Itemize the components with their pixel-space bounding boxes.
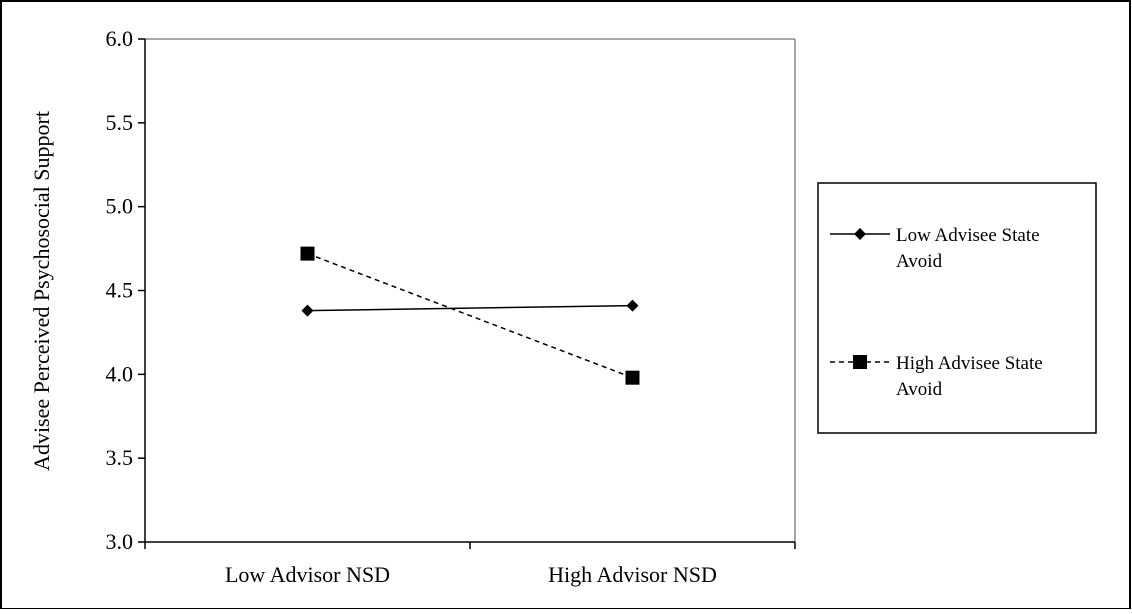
y-tick-label: 4.0 xyxy=(106,361,134,386)
legend-label-line: Avoid xyxy=(896,251,943,272)
x-tick-label: Low Advisor NSD xyxy=(225,562,390,587)
y-tick-label: 3.0 xyxy=(106,529,134,554)
y-axis-title: Advisee Perceived Psychosocial Support xyxy=(29,111,54,471)
legend-label-line: Low Advisee State xyxy=(896,225,1040,246)
series-1-point xyxy=(626,371,640,385)
legend-box xyxy=(818,183,1096,433)
y-tick-label: 3.5 xyxy=(106,445,134,470)
y-tick-label: 4.5 xyxy=(106,278,134,303)
y-tick-label: 5.0 xyxy=(106,194,134,219)
y-tick-label: 5.5 xyxy=(106,110,134,135)
legend-swatch-marker xyxy=(853,355,867,369)
legend-label-line: Avoid xyxy=(896,379,943,400)
x-tick-label: High Advisor NSD xyxy=(548,562,717,587)
y-tick-label: 6.0 xyxy=(106,26,134,51)
series-1-point xyxy=(301,247,315,261)
legend-label-line: High Advisee State xyxy=(896,353,1043,374)
